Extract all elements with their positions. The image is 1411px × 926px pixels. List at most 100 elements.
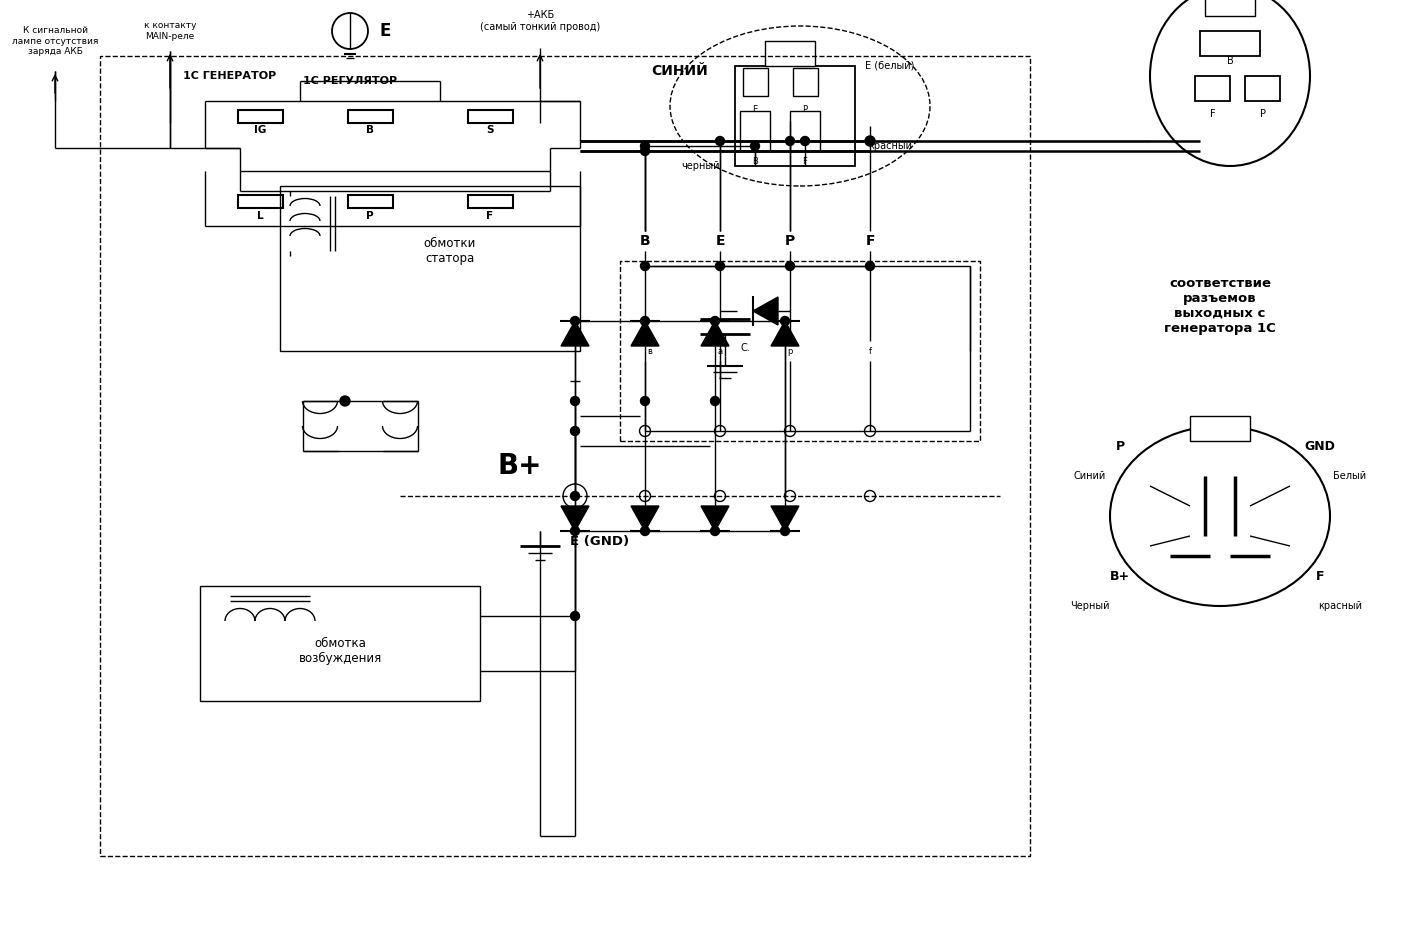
- Circle shape: [711, 396, 720, 406]
- Circle shape: [751, 142, 759, 151]
- Circle shape: [570, 396, 580, 406]
- Text: f: f: [869, 346, 872, 356]
- Ellipse shape: [1150, 0, 1309, 166]
- Polygon shape: [770, 506, 799, 531]
- Circle shape: [641, 261, 649, 270]
- Circle shape: [786, 136, 794, 145]
- Text: F: F: [487, 211, 494, 221]
- Text: 1С РЕГУЛЯТОР: 1С РЕГУЛЯТОР: [303, 76, 396, 86]
- Circle shape: [711, 527, 720, 535]
- Text: р: р: [787, 346, 793, 356]
- Text: обмотка
возбуждения: обмотка возбуждения: [298, 637, 381, 665]
- Text: S: S: [487, 125, 494, 135]
- Polygon shape: [701, 321, 729, 346]
- Circle shape: [865, 136, 875, 145]
- Text: красный: красный: [868, 141, 912, 151]
- Circle shape: [714, 491, 725, 502]
- Text: B: B: [365, 125, 374, 135]
- Circle shape: [570, 527, 580, 535]
- Circle shape: [641, 146, 649, 156]
- Text: Е (белый): Е (белый): [865, 61, 914, 71]
- Circle shape: [865, 136, 875, 146]
- Circle shape: [800, 136, 810, 145]
- Text: а: а: [717, 346, 722, 356]
- Text: B: B: [639, 234, 650, 248]
- Bar: [279, 186, 580, 351]
- Circle shape: [865, 426, 875, 436]
- Bar: [1189, 416, 1250, 441]
- Bar: [349, 195, 394, 208]
- Polygon shape: [701, 506, 729, 531]
- Circle shape: [639, 426, 650, 436]
- Text: P: P: [803, 105, 807, 114]
- Bar: [1205, 0, 1254, 16]
- Text: F: F: [1209, 109, 1215, 119]
- Circle shape: [715, 136, 724, 145]
- Text: F: F: [803, 156, 807, 166]
- Text: в: в: [648, 346, 652, 356]
- Text: С.: С.: [739, 343, 749, 353]
- Circle shape: [641, 527, 649, 535]
- Text: P: P: [1116, 440, 1125, 453]
- Bar: [1199, 31, 1260, 56]
- Text: E (GND): E (GND): [570, 534, 629, 547]
- Text: F: F: [865, 234, 875, 248]
- Bar: [468, 195, 514, 208]
- Bar: [790, 111, 820, 151]
- Polygon shape: [631, 321, 659, 346]
- Text: B+: B+: [1110, 569, 1130, 582]
- Text: B: B: [752, 156, 758, 166]
- Bar: [468, 110, 514, 123]
- Ellipse shape: [1110, 426, 1331, 606]
- Bar: [793, 68, 818, 96]
- Circle shape: [715, 261, 724, 270]
- Circle shape: [639, 491, 650, 502]
- Bar: [744, 68, 768, 96]
- Text: Синий: Синий: [1074, 471, 1106, 481]
- Circle shape: [865, 491, 875, 502]
- Bar: [200, 586, 480, 701]
- Text: P: P: [785, 234, 796, 248]
- Text: К сигнальной
лампе отсутствия
заряда АКБ: К сигнальной лампе отсутствия заряда АКБ: [11, 26, 99, 56]
- Bar: [1245, 76, 1280, 101]
- Polygon shape: [753, 297, 777, 325]
- Text: P: P: [367, 211, 374, 221]
- Bar: [238, 195, 284, 208]
- Bar: [349, 110, 394, 123]
- Text: E: E: [752, 105, 758, 114]
- Polygon shape: [770, 321, 799, 346]
- Circle shape: [785, 426, 796, 436]
- Text: E: E: [715, 234, 725, 248]
- Circle shape: [711, 317, 720, 326]
- Circle shape: [570, 317, 580, 326]
- Bar: [1195, 76, 1230, 101]
- Text: обмотки
статора: обмотки статора: [423, 237, 476, 265]
- Text: черный: черный: [680, 161, 720, 171]
- Text: IG: IG: [254, 125, 267, 135]
- Circle shape: [714, 426, 725, 436]
- Polygon shape: [562, 321, 588, 346]
- Text: Черный: Черный: [1071, 601, 1109, 611]
- Circle shape: [570, 492, 580, 500]
- Bar: [100, 56, 1030, 856]
- Circle shape: [570, 427, 580, 435]
- Text: к контакту
MAIN-реле: к контакту MAIN-реле: [144, 21, 196, 41]
- Bar: [765, 41, 816, 66]
- Circle shape: [780, 317, 790, 326]
- Text: Е: Е: [380, 22, 391, 40]
- Circle shape: [570, 611, 580, 620]
- Text: P: P: [1260, 109, 1266, 119]
- Text: B: B: [1226, 56, 1233, 66]
- Bar: [735, 66, 855, 166]
- Circle shape: [780, 527, 790, 535]
- Text: +АКБ
(самый тонкий провод): +АКБ (самый тонкий провод): [480, 10, 600, 31]
- Text: B+: B+: [498, 452, 542, 480]
- Circle shape: [641, 317, 649, 326]
- Bar: [619, 261, 981, 441]
- Text: F: F: [1315, 569, 1325, 582]
- Polygon shape: [631, 506, 659, 531]
- Bar: [739, 111, 770, 151]
- Circle shape: [340, 396, 350, 406]
- Polygon shape: [562, 506, 588, 531]
- Text: 1С ГЕНЕРАТОР: 1С ГЕНЕРАТОР: [183, 71, 277, 81]
